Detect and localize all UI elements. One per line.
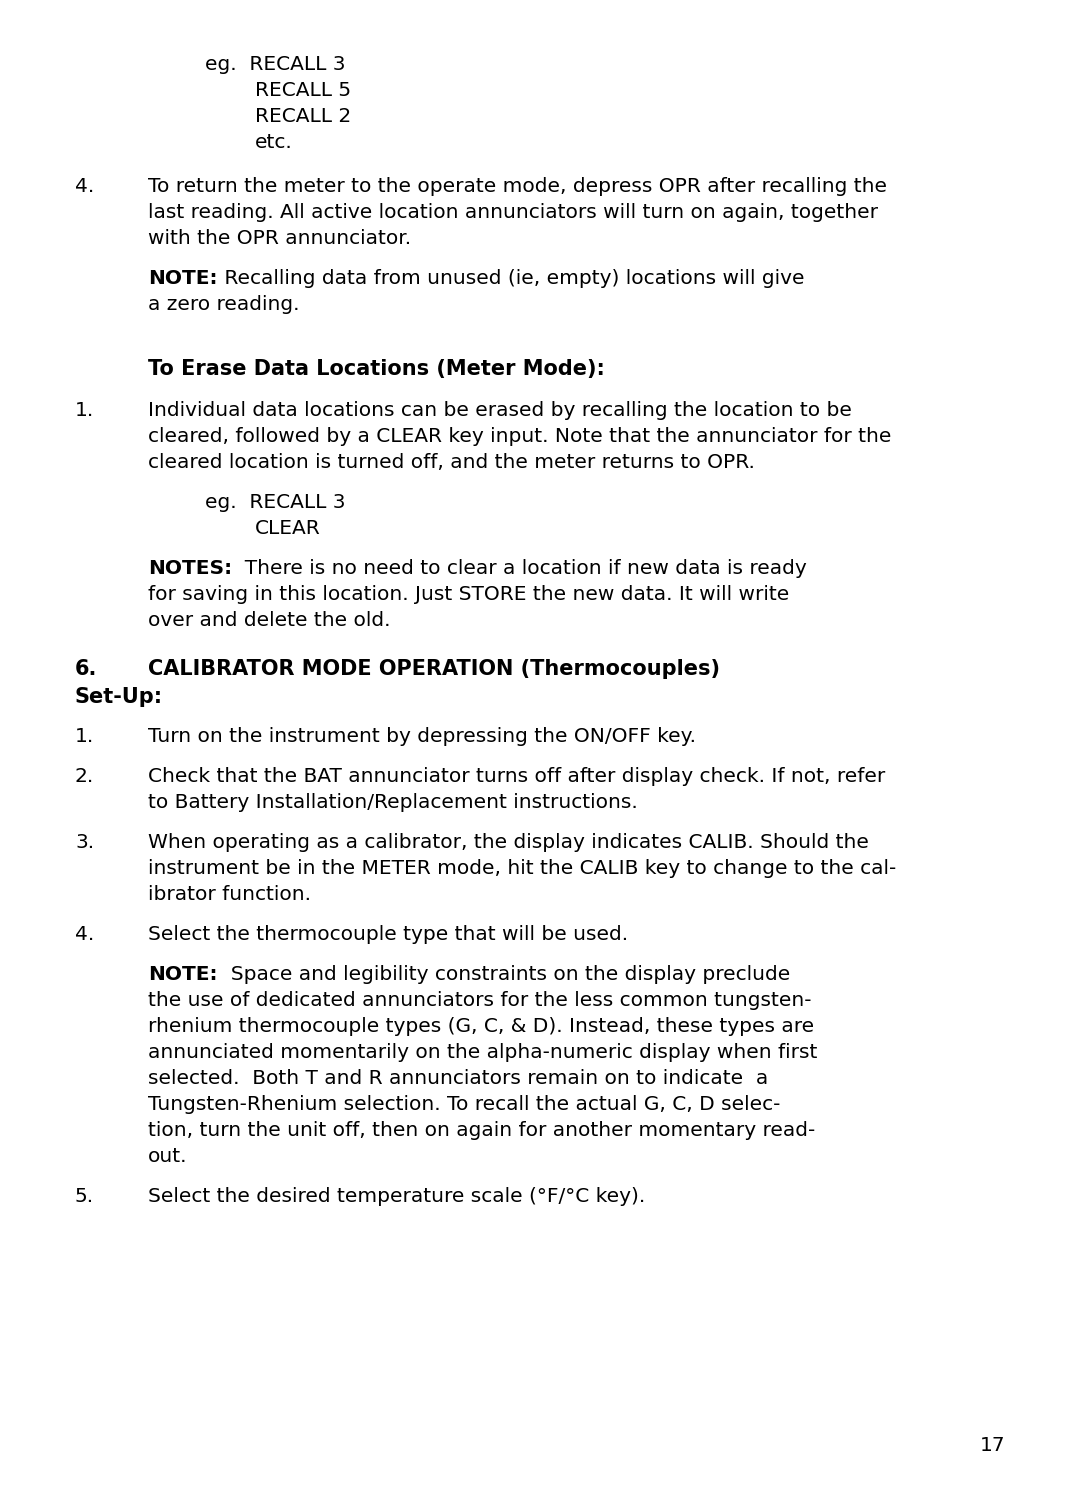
Text: 6.: 6. [75, 659, 97, 678]
Text: ibrator function.: ibrator function. [148, 886, 311, 904]
Text: CLEAR: CLEAR [255, 519, 321, 538]
Text: Recalling data from unused (ie, empty) locations will give: Recalling data from unused (ie, empty) l… [217, 268, 804, 288]
Text: Tungsten-Rhenium selection. To recall the actual G, C, D selec-: Tungsten-Rhenium selection. To recall th… [148, 1094, 781, 1114]
Text: Check that the BAT annunciator turns off after display check. If not, refer: Check that the BAT annunciator turns off… [148, 766, 886, 786]
Text: CALIBRATOR MODE OPERATION (Thermocouples): CALIBRATOR MODE OPERATION (Thermocouples… [148, 659, 720, 678]
Text: There is no need to clear a location if new data is ready: There is no need to clear a location if … [232, 559, 807, 579]
Text: the use of dedicated annunciators for the less common tungsten-: the use of dedicated annunciators for th… [148, 992, 811, 1009]
Text: Set-Up:: Set-Up: [75, 687, 163, 707]
Text: To return the meter to the operate mode, depress OPR after recalling the: To return the meter to the operate mode,… [148, 177, 887, 195]
Text: cleared, followed by a CLEAR key input. Note that the annunciator for the: cleared, followed by a CLEAR key input. … [148, 426, 891, 446]
Text: instrument be in the METER mode, hit the CALIB key to change to the cal-: instrument be in the METER mode, hit the… [148, 859, 896, 878]
Text: 1.: 1. [75, 728, 94, 746]
Text: eg.  RECALL 3: eg. RECALL 3 [205, 494, 346, 511]
Text: Turn on the instrument by depressing the ON/OFF key.: Turn on the instrument by depressing the… [148, 728, 696, 746]
Text: out.: out. [148, 1147, 188, 1166]
Text: 4.: 4. [75, 924, 94, 944]
Text: to Battery Installation/Replacement instructions.: to Battery Installation/Replacement inst… [148, 793, 638, 813]
Text: Select the thermocouple type that will be used.: Select the thermocouple type that will b… [148, 924, 629, 944]
Text: 17: 17 [980, 1436, 1005, 1455]
Text: RECALL 2: RECALL 2 [255, 107, 351, 127]
Text: 3.: 3. [75, 833, 94, 851]
Text: RECALL 5: RECALL 5 [255, 81, 351, 100]
Text: NOTE:: NOTE: [148, 965, 217, 984]
Text: for saving in this location. Just STORE the new data. It will write: for saving in this location. Just STORE … [148, 584, 789, 604]
Text: To Erase Data Locations (Meter Mode):: To Erase Data Locations (Meter Mode): [148, 359, 605, 379]
Text: over and delete the old.: over and delete the old. [148, 611, 391, 631]
Text: NOTE:: NOTE: [148, 268, 217, 288]
Text: 2.: 2. [75, 766, 94, 786]
Text: 1.: 1. [75, 401, 94, 420]
Text: eg.  RECALL 3: eg. RECALL 3 [205, 55, 346, 75]
Text: with the OPR annunciator.: with the OPR annunciator. [148, 230, 411, 248]
Text: last reading. All active location annunciators will turn on again, together: last reading. All active location annunc… [148, 203, 878, 222]
Text: tion, turn the unit off, then on again for another momentary read-: tion, turn the unit off, then on again f… [148, 1121, 815, 1141]
Text: NOTES:: NOTES: [148, 559, 232, 579]
Text: selected.  Both T and R annunciators remain on to indicate  a: selected. Both T and R annunciators rema… [148, 1069, 768, 1088]
Text: etc.: etc. [255, 133, 293, 152]
Text: When operating as a calibrator, the display indicates CALIB. Should the: When operating as a calibrator, the disp… [148, 833, 869, 851]
Text: 5.: 5. [75, 1187, 94, 1206]
Text: cleared location is turned off, and the meter returns to OPR.: cleared location is turned off, and the … [148, 453, 755, 473]
Text: a zero reading.: a zero reading. [148, 295, 299, 315]
Text: annunciated momentarily on the alpha-numeric display when first: annunciated momentarily on the alpha-num… [148, 1044, 818, 1062]
Text: 4.: 4. [75, 177, 94, 195]
Text: Select the desired temperature scale (°F/°C key).: Select the desired temperature scale (°F… [148, 1187, 645, 1206]
Text: Space and legibility constraints on the display preclude: Space and legibility constraints on the … [217, 965, 789, 984]
Text: Individual data locations can be erased by recalling the location to be: Individual data locations can be erased … [148, 401, 852, 420]
Text: rhenium thermocouple types (G, C, & D). Instead, these types are: rhenium thermocouple types (G, C, & D). … [148, 1017, 814, 1036]
